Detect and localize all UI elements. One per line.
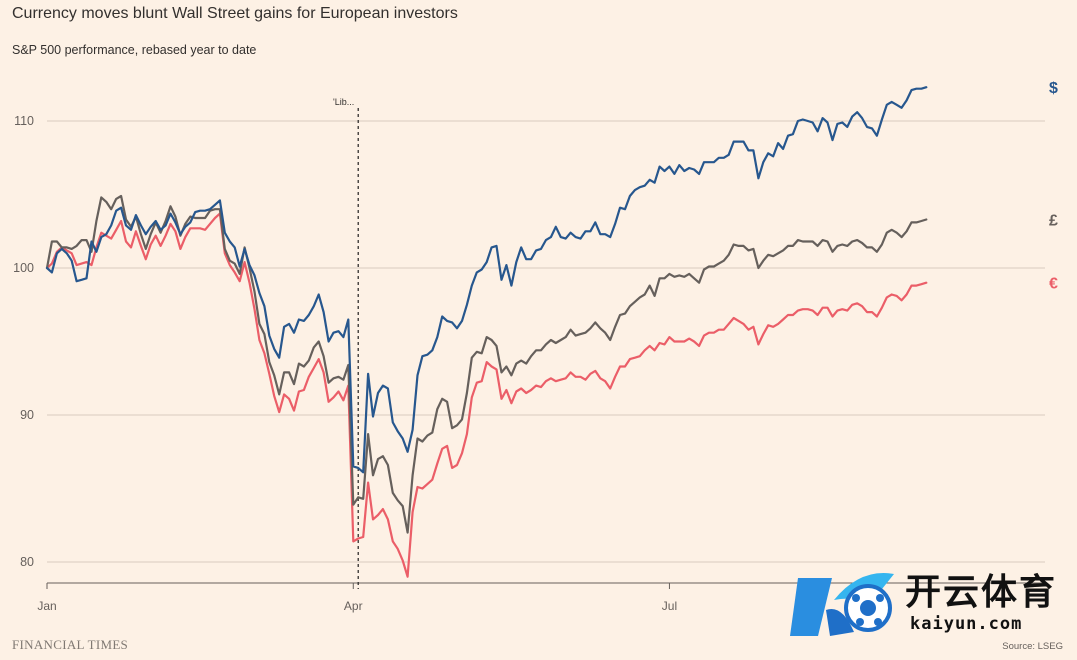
y-tick-label: 100 — [13, 261, 34, 275]
x-tick-label: Jul — [662, 599, 677, 613]
watermark: 开云体育 kaiyun.com — [790, 560, 1070, 642]
y-tick-label: 90 — [20, 408, 34, 422]
brand-logo-text: FINANCIAL TIMES — [12, 637, 128, 653]
y-tick-label: 80 — [20, 555, 34, 569]
end-label-layer: $ £ € — [1049, 80, 1058, 293]
watermark-text: 开云体育 — [905, 563, 1057, 615]
annotation-label: 'Lib... — [333, 97, 354, 107]
series-end-label: € — [1049, 276, 1058, 293]
source-note: Source: LSEG — [1002, 641, 1063, 652]
annotation-layer: 'Lib... — [333, 97, 358, 589]
grid-layer: 80 90 100 110 Jan Apr Jul — [13, 114, 1045, 613]
watermark-domain: kaiyun.com — [910, 614, 1022, 634]
watermark-k-ball-icon — [790, 560, 905, 642]
series-end-label: £ — [1049, 212, 1058, 229]
series-layer — [47, 87, 926, 577]
x-tick-label: Jan — [37, 599, 56, 613]
y-tick-label: 110 — [14, 114, 34, 128]
x-tick-label: Apr — [344, 599, 363, 613]
series-end-label: $ — [1049, 80, 1058, 97]
